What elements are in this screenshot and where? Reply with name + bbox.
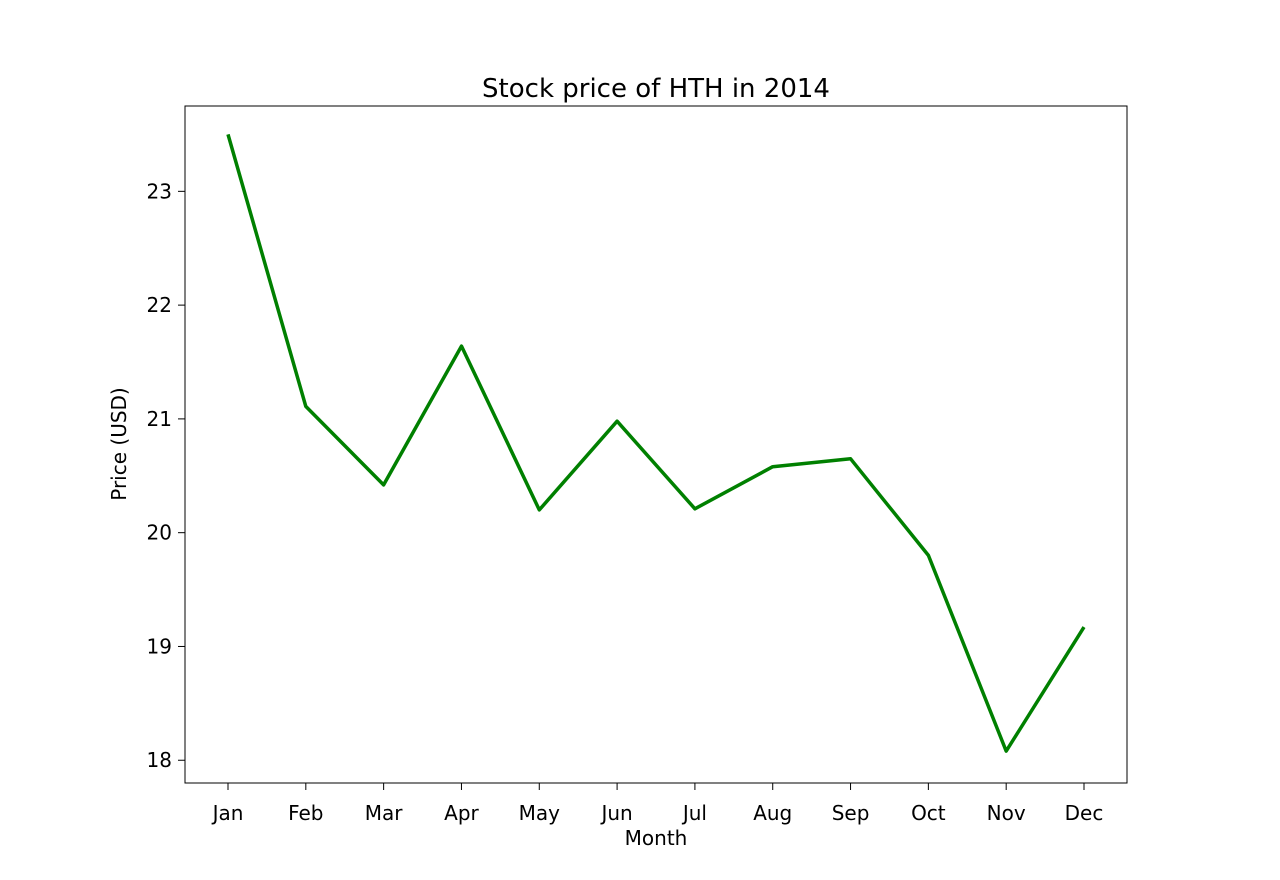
x-tick-label: Jul (681, 801, 707, 825)
chart-title: Stock price of HTH in 2014 (482, 74, 830, 104)
x-axis: Jan Feb Mar Apr May Jun Jul Aug Sep Oct Nov Dec (211, 783, 1104, 825)
x-tick-label: Oct (911, 801, 946, 825)
x-tick-label: Aug (753, 801, 792, 825)
y-tick-label: 19 (147, 634, 172, 658)
y-tick-label: 18 (147, 748, 172, 772)
y-tick-label: 21 (147, 407, 172, 431)
x-tick-label: Apr (444, 801, 479, 825)
y-tick-label: 20 (147, 521, 172, 545)
x-tick-label: Jun (599, 801, 632, 825)
plot-area (184, 105, 1128, 784)
x-tick-label: Sep (832, 801, 870, 825)
x-axis-label: Month (625, 826, 688, 850)
y-tick-label: 22 (147, 293, 172, 317)
x-tick-label: Nov (987, 801, 1026, 825)
x-tick-label: Dec (1065, 801, 1104, 825)
price-line (226, 133, 1086, 753)
x-tick-label: May (519, 801, 561, 825)
y-axis-label: Price (USD) (107, 387, 131, 501)
x-tick-label: Mar (365, 801, 404, 825)
x-tick-label: Jan (211, 801, 244, 825)
y-axis: 18 19 20 21 22 23 (147, 179, 185, 772)
y-tick-label: 23 (147, 179, 172, 203)
x-tick-label: Feb (288, 801, 323, 825)
